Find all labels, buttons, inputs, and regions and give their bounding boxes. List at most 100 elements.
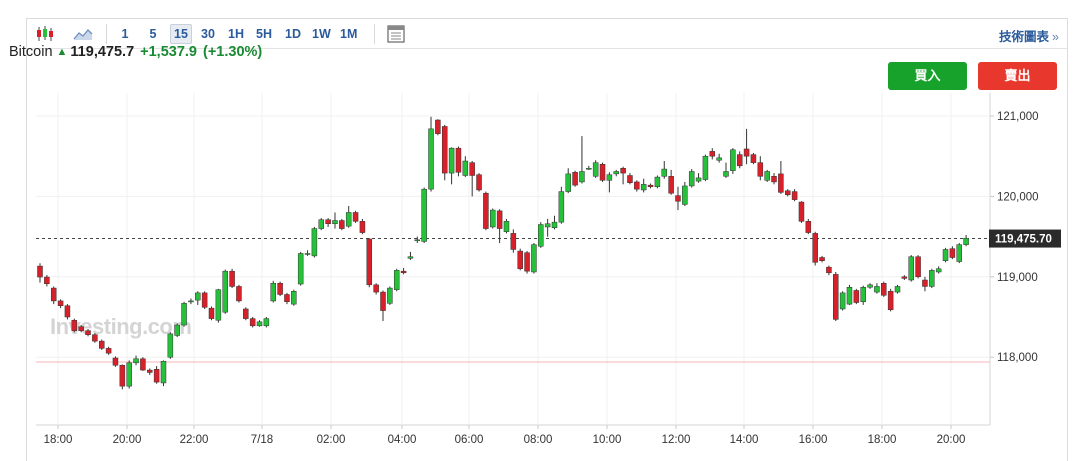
candle-body xyxy=(640,184,647,191)
candle-body xyxy=(551,221,558,229)
candle-body xyxy=(606,174,613,181)
interval-button-1w[interactable]: 1W xyxy=(312,27,331,41)
candle-body xyxy=(730,149,736,171)
candle-body xyxy=(345,212,352,227)
candle-body xyxy=(894,286,901,293)
last-price-label-box xyxy=(989,229,1061,248)
candle-body xyxy=(798,201,805,222)
candle-body xyxy=(668,176,674,194)
candle-body xyxy=(709,151,716,157)
candle-body xyxy=(407,256,414,259)
interval-button-5[interactable]: 5 xyxy=(149,27,157,41)
candle-body xyxy=(853,290,860,303)
interval-button-15[interactable]: 15 xyxy=(170,24,192,44)
candle-body xyxy=(339,220,345,229)
candle-body xyxy=(455,147,462,173)
candle-body xyxy=(270,282,276,302)
candle-body xyxy=(483,192,489,229)
interval-button-1h[interactable]: 1H xyxy=(228,27,244,41)
candle-body xyxy=(675,195,681,202)
candle-body xyxy=(887,291,894,311)
candle-body xyxy=(538,224,544,247)
candle-body xyxy=(119,364,126,387)
technical-chart-link[interactable]: 技術圖表» xyxy=(999,26,1059,45)
interval-button-1d[interactable]: 1D xyxy=(285,27,301,41)
candle-body xyxy=(140,358,146,371)
x-tick-label: 02:00 xyxy=(317,434,346,446)
last-price: 119,475.7 xyxy=(70,44,135,60)
x-tick-label: 20:00 xyxy=(113,434,142,446)
toolbar-divider xyxy=(374,24,375,44)
candle-body xyxy=(147,369,153,373)
candle-body xyxy=(435,119,441,134)
candle-body xyxy=(78,326,84,331)
x-tick-label: 10:00 xyxy=(593,434,622,446)
candle-body xyxy=(188,300,194,303)
candle-body xyxy=(702,155,709,180)
candle-body xyxy=(277,282,283,295)
x-tick-label: 06:00 xyxy=(455,434,484,446)
x-tick-label: 7/18 xyxy=(251,434,273,446)
candle-body xyxy=(750,154,757,163)
interval-button-1[interactable]: 1 xyxy=(121,27,129,41)
candle-body xyxy=(153,369,160,383)
candle-body xyxy=(599,163,606,181)
candle-body xyxy=(222,270,228,313)
candle-body xyxy=(716,157,722,161)
candle-body xyxy=(167,333,174,358)
candle-body xyxy=(311,228,318,257)
candle-body xyxy=(366,238,373,286)
candle-body xyxy=(380,291,386,311)
candle-body xyxy=(352,212,359,222)
candle-body xyxy=(881,282,887,296)
candle-body xyxy=(572,172,578,186)
candle-body xyxy=(105,348,112,354)
candle-body xyxy=(448,147,455,174)
candle-body xyxy=(688,171,695,187)
candle-body xyxy=(778,173,784,193)
candle-body xyxy=(126,362,132,387)
candle-body xyxy=(215,289,222,321)
area-chart-icon[interactable] xyxy=(72,24,94,44)
up-arrow-icon: ▲ xyxy=(56,46,68,58)
candle-body xyxy=(901,276,908,279)
candlestick-icon[interactable] xyxy=(34,24,56,44)
x-tick-label: 20:00 xyxy=(937,434,966,446)
candle-body xyxy=(195,292,201,301)
candle-body xyxy=(757,162,764,177)
candle-body xyxy=(833,274,839,320)
candle-body xyxy=(929,270,935,287)
candle-body xyxy=(819,257,825,261)
candle-body xyxy=(915,256,921,278)
candle-body xyxy=(510,233,517,250)
candle-body xyxy=(400,270,407,274)
candle-body xyxy=(654,176,661,188)
candle-body xyxy=(839,292,846,310)
candle-body xyxy=(647,184,654,188)
interval-button-30[interactable]: 30 xyxy=(201,27,215,41)
candle-body xyxy=(942,249,949,261)
candle-body xyxy=(428,128,434,190)
y-tick-label: 121,000 xyxy=(997,111,1039,123)
price-change: +1,537.9 xyxy=(140,44,197,60)
candle-body xyxy=(469,162,475,176)
candle-body xyxy=(208,307,215,319)
interval-button-5h[interactable]: 5H xyxy=(256,27,272,41)
candle-body xyxy=(243,308,249,319)
interval-button-1m[interactable]: 1M xyxy=(340,27,358,41)
candle-body xyxy=(620,168,626,174)
candle-body xyxy=(373,284,379,293)
candle-body xyxy=(867,284,873,288)
sell-button[interactable]: 賣出 xyxy=(978,62,1057,90)
candle-body xyxy=(736,154,743,167)
candle-body xyxy=(860,287,866,302)
candle-body xyxy=(332,220,338,224)
candle-body xyxy=(263,318,270,327)
candle-body xyxy=(935,268,942,273)
last-price-label: 119,475.70 xyxy=(995,234,1052,246)
candle-body xyxy=(922,279,928,287)
candle-body xyxy=(112,357,119,366)
indicator-panel-icon[interactable] xyxy=(385,24,407,44)
buy-button[interactable]: 買入 xyxy=(888,62,967,90)
